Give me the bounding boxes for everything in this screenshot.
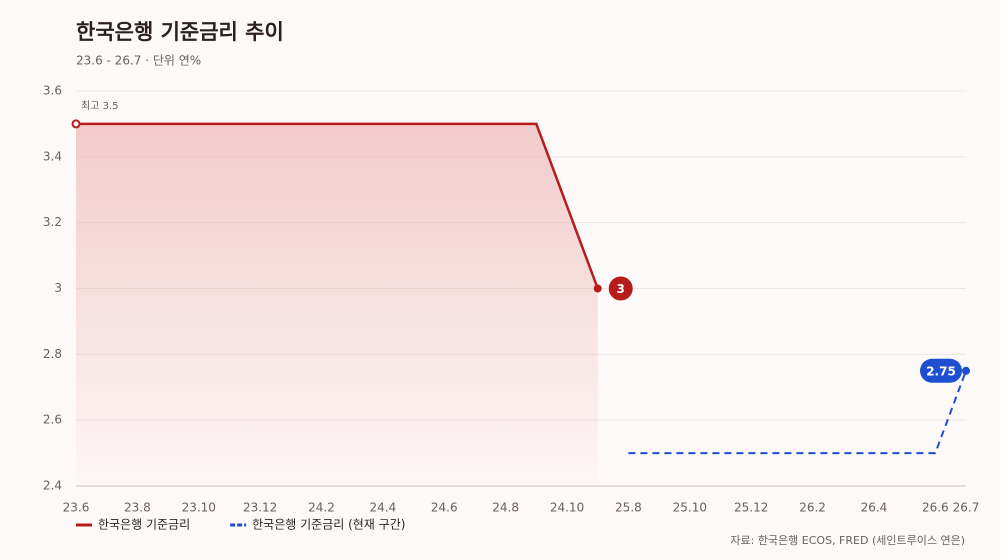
y-tick-label: 2.8 [43, 347, 62, 361]
area [76, 123, 598, 487]
x-tick-label: 23.12 [243, 501, 277, 515]
value-label: 2.75 [926, 364, 956, 378]
end-point [593, 284, 602, 293]
legend-label: 한국은행 기준금리 (현재 구간) [252, 517, 405, 532]
x-tick-label: 26.6 [922, 501, 949, 515]
y-tick-label: 3.4 [43, 149, 62, 163]
annotation: 최고 3.5 [81, 100, 118, 112]
chart-title: 한국은행 기준금리 추이 [76, 20, 284, 44]
y-tick-label: 3 [54, 281, 62, 295]
source: 자료: 한국은행 ECOS, FRED (세인트루이스 연은) [730, 534, 965, 547]
chart-subtitle: 23.6 - 26.7 · 단위 연% [76, 54, 201, 68]
value-badge [920, 358, 962, 383]
line [628, 370, 967, 455]
line [76, 122, 599, 289]
x-tick-label: 26.7 [953, 501, 980, 515]
y-tick-label: 3.2 [43, 215, 62, 229]
end-point [962, 366, 970, 375]
x-tick-label: 23.6 [63, 501, 90, 515]
x-tick-label: 25.8 [615, 501, 642, 515]
x-tick-label: 23.10 [182, 501, 216, 515]
x-tick-label: 24.6 [431, 501, 458, 515]
value-label: 3 [617, 282, 625, 296]
y-tick-label: 3.6 [43, 84, 62, 98]
x-tick-label: 25.12 [734, 501, 768, 515]
x-tick-label: 24.8 [492, 501, 519, 515]
value-badge [608, 276, 633, 301]
x-tick-label: 24.2 [308, 501, 335, 515]
x-tick-label: 24.10 [550, 501, 584, 515]
x-tick-label: 25.10 [673, 501, 707, 515]
x-tick-label: 26.4 [861, 501, 888, 515]
start-point [71, 119, 81, 129]
y-tick-label: 2.4 [43, 479, 62, 493]
x-tick-label: 24.4 [370, 501, 397, 515]
y-tick-label: 2.6 [43, 413, 62, 427]
legend-label: 한국은행 기준금리 [98, 517, 190, 532]
x-tick-label: 26.2 [799, 501, 826, 515]
x-tick-label: 23.8 [124, 501, 151, 515]
